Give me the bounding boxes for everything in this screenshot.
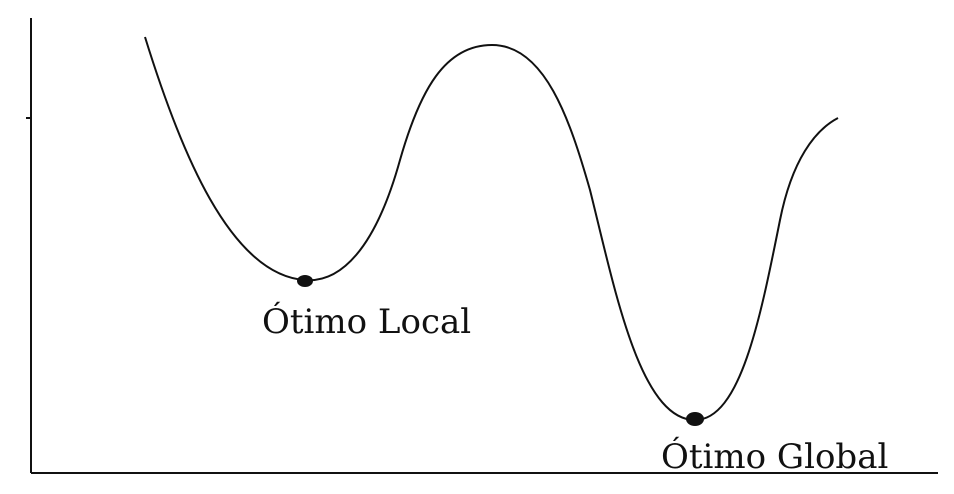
global-optimum-point [686,412,704,426]
objective-function-curve [144,36,839,422]
global-optimum-label: Ótimo Global [661,436,888,477]
local-optimum-label: Ótimo Local [262,301,471,342]
local-optimum-point [297,275,313,287]
